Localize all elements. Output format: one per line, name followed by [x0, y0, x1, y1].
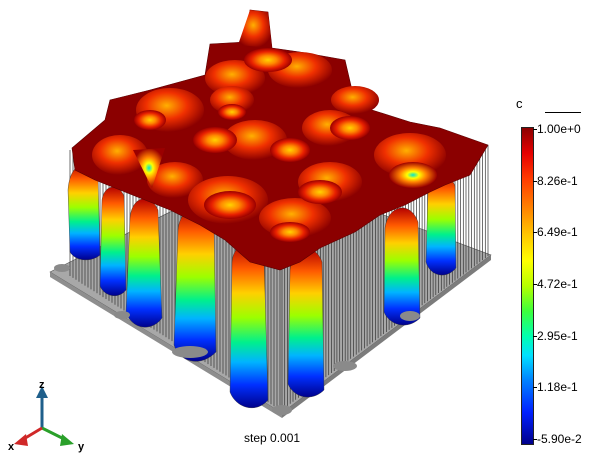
colorbar-tick	[533, 180, 537, 182]
colorbar-label: 8.26e-1	[537, 173, 578, 188]
surface-top	[71, 9, 489, 271]
colorbar-label: 2.95e-1	[537, 328, 578, 343]
colorbar-label: -5.90e-2	[537, 432, 582, 446]
colorbar-label: 6.49e-1	[537, 225, 578, 240]
colorbar-tick	[533, 387, 537, 389]
base-plate-right	[282, 255, 491, 418]
axes-triad: z y x	[8, 379, 85, 453]
axis-y-label: y	[78, 441, 85, 453]
axis-z-label: z	[39, 379, 45, 391]
front-left-pillars	[67, 164, 269, 409]
axis-x-label: x	[8, 441, 15, 453]
colorbar	[521, 127, 534, 445]
colorbar-label: 1.00e+0	[537, 122, 581, 136]
colorbar-tick	[533, 439, 537, 440]
colorbar-title: c	[516, 96, 523, 111]
colorbar-tick	[533, 129, 537, 130]
colorbar-tick	[533, 335, 537, 337]
front-right-pillars	[287, 173, 457, 398]
colorbar-tick	[533, 284, 537, 285]
base-plate-front	[50, 272, 282, 418]
colorbar-label: 4.72e-1	[537, 277, 578, 291]
colorbar-title-underline	[545, 112, 581, 113]
base-blobs	[54, 264, 420, 415]
colorbar-tick	[533, 232, 537, 234]
step-caption: step 0.001	[244, 431, 301, 445]
colorbar-label: 1.18e-1	[537, 380, 578, 395]
